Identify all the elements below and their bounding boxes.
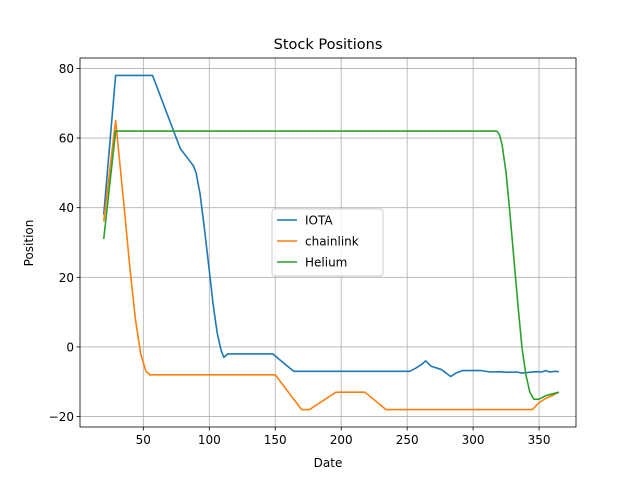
x-tick-label: 200: [330, 433, 353, 447]
x-tick-label: 50: [136, 433, 151, 447]
y-axis-label: Position: [22, 220, 36, 267]
y-tick-label: 60: [59, 132, 74, 146]
chart-title: Stock Positions: [274, 37, 383, 53]
legend-label-chainlink: chainlink: [305, 235, 359, 249]
y-tick-label: 80: [59, 62, 74, 76]
series-lines: [102, 74, 560, 411]
y-tick-label: −20: [49, 410, 74, 424]
x-tick-label: 350: [528, 433, 551, 447]
grid: [80, 58, 576, 427]
y-tick-label: 40: [59, 201, 74, 215]
y-tick-label: 0: [66, 340, 74, 354]
legend: IOTA chainlink Helium: [271, 208, 384, 277]
x-axis-label: Date: [314, 456, 343, 470]
series-line-chainlink: [102, 119, 560, 411]
legend-label-helium: Helium: [305, 256, 347, 270]
x-tick-label: 300: [462, 433, 485, 447]
y-axis: −20 0 20 40 60 80: [49, 62, 80, 424]
legend-box: [271, 208, 384, 277]
legend-label-iota: IOTA: [305, 214, 333, 228]
x-tick-label: 100: [198, 433, 221, 447]
series-line-helium: [102, 130, 560, 400]
y-tick-label: 20: [59, 271, 74, 285]
plot-frame: [79, 57, 577, 428]
x-axis: 50 100 150 200 250 300 350: [136, 427, 551, 447]
x-tick-label: 250: [396, 433, 419, 447]
series-line-iota: [102, 74, 559, 378]
x-tick-label: 150: [264, 433, 287, 447]
